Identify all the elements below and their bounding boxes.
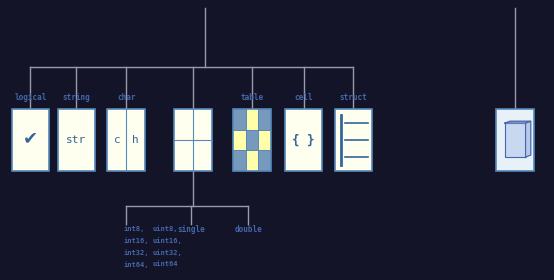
Bar — [233, 130, 246, 150]
Text: uint8,: uint8, — [153, 225, 178, 232]
Bar — [258, 150, 271, 171]
Text: cell: cell — [294, 93, 313, 102]
Polygon shape — [526, 121, 531, 157]
Text: string: string — [63, 93, 90, 102]
FancyBboxPatch shape — [107, 109, 145, 171]
Polygon shape — [505, 121, 531, 123]
Text: int8,: int8, — [124, 225, 145, 232]
Text: double: double — [234, 225, 262, 234]
Bar — [246, 150, 258, 171]
Text: struct: struct — [340, 93, 367, 102]
Bar — [258, 109, 271, 130]
Text: c: c — [114, 135, 120, 145]
FancyBboxPatch shape — [58, 109, 95, 171]
Bar — [246, 109, 258, 130]
Text: uint16,: uint16, — [153, 237, 183, 244]
Text: int32,: int32, — [124, 249, 149, 256]
FancyBboxPatch shape — [335, 109, 372, 171]
FancyBboxPatch shape — [496, 109, 534, 171]
Bar — [233, 109, 246, 130]
FancyBboxPatch shape — [174, 109, 212, 171]
Text: str: str — [66, 135, 86, 145]
Text: int64,: int64, — [124, 261, 149, 268]
Text: char: char — [117, 93, 136, 102]
Bar — [258, 130, 271, 150]
FancyBboxPatch shape — [285, 109, 322, 171]
Bar — [233, 150, 246, 171]
Text: ✔: ✔ — [23, 130, 38, 148]
Text: table: table — [240, 93, 264, 102]
FancyBboxPatch shape — [12, 109, 49, 171]
Text: uint64: uint64 — [153, 261, 178, 267]
Text: h: h — [132, 135, 139, 145]
Text: int16,: int16, — [124, 237, 149, 244]
Bar — [246, 130, 258, 150]
Text: logical: logical — [14, 93, 47, 102]
Text: uint32,: uint32, — [153, 249, 183, 256]
Text: single: single — [177, 225, 205, 234]
Bar — [505, 123, 526, 157]
Text: { }: { } — [293, 134, 315, 146]
